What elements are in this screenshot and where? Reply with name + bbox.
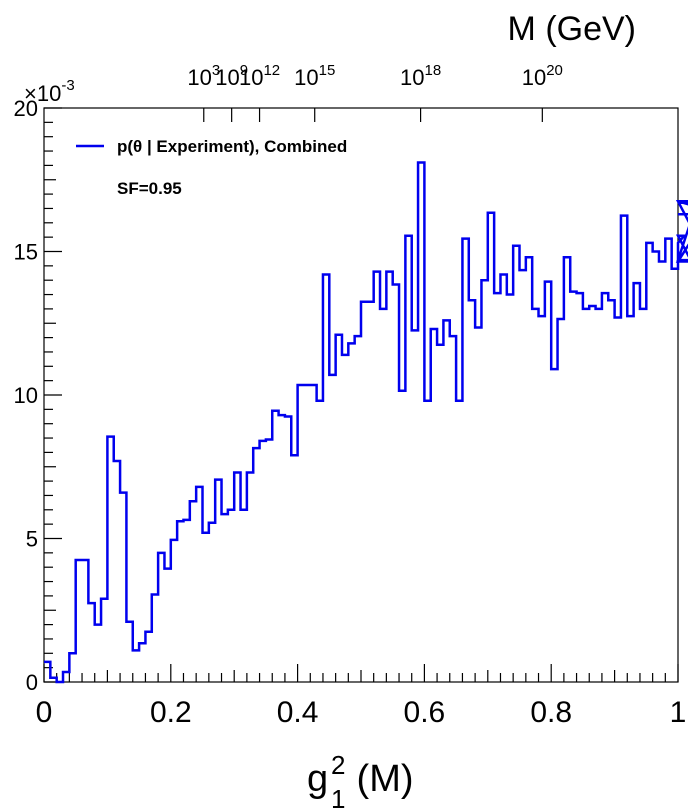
top-tick-label: 103 (187, 62, 220, 90)
x-tick-label: 0 (36, 696, 53, 729)
x-tick-label: 0.8 (530, 696, 572, 729)
y-multiplier: ×10-3 (24, 77, 75, 106)
y-tick-label: 20 (14, 96, 38, 121)
top-tick-label: 1015 (294, 62, 335, 90)
x-tick-label: 0.2 (150, 696, 192, 729)
x-axis-label: g 12 (M) (307, 750, 414, 812)
sf-annotation: SF=0.95 (117, 179, 182, 198)
y-tick-label: 10 (14, 383, 38, 408)
x-tick-label: 0.6 (404, 696, 446, 729)
top-axis-label: M (GeV) (508, 10, 636, 48)
top-tick-label: 1020 (522, 62, 563, 90)
y-tick-label: 5 (26, 527, 38, 552)
legend-label: p(θ | Experiment), Combined (117, 137, 347, 156)
y-tick-label: 15 (14, 240, 38, 265)
x-tick-label: 0.4 (277, 696, 319, 729)
histogram-series-line (44, 161, 688, 684)
y-tick-label: 0 (26, 670, 38, 695)
y-axis-ticks: 0 5 10 15 20 (14, 96, 62, 695)
x-axis-ticks: 0 0.2 0.4 0.6 0.8 1 (36, 664, 687, 729)
top-tick-label: 1012 (239, 62, 280, 90)
x-tick-label: 1 (670, 696, 687, 729)
top-tick-label: 109 (215, 62, 248, 90)
legend: p(θ | Experiment), Combined (76, 137, 347, 156)
top-tick-label: 1018 (400, 62, 441, 90)
